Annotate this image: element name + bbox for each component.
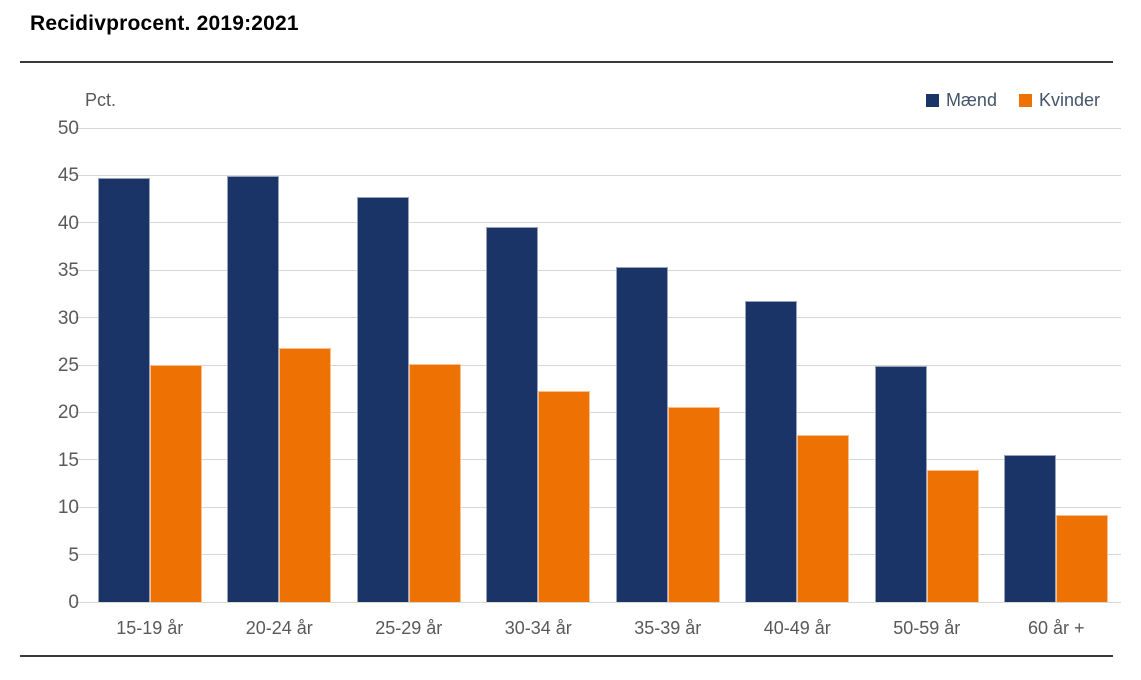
bar-maend-4 <box>486 226 539 602</box>
bottom-rule <box>20 655 1113 657</box>
bar-maend-1 <box>97 178 150 602</box>
chart-title: Recidivprocent. 2019:2021 <box>30 12 299 35</box>
bar-maend-2 <box>227 176 280 602</box>
x-tick-label-7: 50-59 år <box>893 618 961 638</box>
y-tick-label-50: 50 <box>57 118 79 139</box>
bar-kvinder-6 <box>797 435 850 602</box>
x-tick-label-4: 30-34 år <box>504 618 572 638</box>
x-tick-label-6: 40-49 år <box>763 618 831 638</box>
bar-kvinder-1 <box>149 365 202 602</box>
bar-maend-8 <box>1004 455 1057 602</box>
gridline-25 <box>75 364 1121 366</box>
bar-kvinder-7 <box>926 470 979 602</box>
bar-kvinder-5 <box>667 406 720 602</box>
x-tick-label-1: 15-19 år <box>116 618 184 638</box>
gridline-50 <box>75 127 1121 129</box>
y-tick-label-35: 35 <box>57 260 79 282</box>
y-tick-label-45: 45 <box>57 165 79 187</box>
y-tick-label-15: 15 <box>57 449 79 471</box>
y-tick-label-0: 0 <box>68 592 79 613</box>
gridline-30 <box>75 317 1121 319</box>
bar-kvinder-2 <box>279 347 332 602</box>
plot-area: 0 5 10 15 20 25 30 35 40 45 50 <box>58 119 1121 612</box>
gridline-10 <box>75 506 1121 508</box>
legend-item-kvinder: Kvinder <box>1018 90 1100 111</box>
legend: Mænd Kvinder <box>925 90 1100 111</box>
legend-label-kvinder: Kvinder <box>1038 90 1100 110</box>
bar-kvinder-8 <box>1056 514 1109 602</box>
y-tick-label-5: 5 <box>68 544 79 566</box>
bar-maend-6 <box>745 301 798 602</box>
x-tick-label-8: 60 år + <box>1027 618 1085 638</box>
bar-maend-3 <box>356 197 409 602</box>
gridline-35 <box>75 269 1121 271</box>
x-axis-labels: 15-19 år 20-24 år 25-29 år 30-34 år 35-39 år… <box>85 618 1121 644</box>
y-tick-label-40: 40 <box>57 212 79 234</box>
y-axis-unit-label: Pct. <box>85 90 117 110</box>
legend-label-maend: Mænd <box>945 90 997 110</box>
top-rule <box>20 61 1113 63</box>
bar-maend-7 <box>874 365 927 602</box>
gridline-5 <box>75 554 1121 556</box>
gridline-20 <box>75 411 1121 413</box>
legend-item-maend: Mænd <box>925 90 997 111</box>
gridline-0 <box>75 601 1121 603</box>
x-tick-label-5: 35-39 år <box>634 618 702 638</box>
legend-swatch-kvinder-icon <box>1018 94 1032 107</box>
y-tick-label-25: 25 <box>57 355 79 376</box>
bar-kvinder-3 <box>408 364 461 602</box>
legend-swatch-maend-icon <box>925 94 939 107</box>
bar-maend-5 <box>615 267 668 602</box>
bar-kvinder-4 <box>538 390 591 602</box>
gridline-45 <box>75 174 1121 176</box>
x-tick-label-3: 25-29 år <box>375 618 443 638</box>
y-tick-label-10: 10 <box>57 497 79 519</box>
gridline-40 <box>75 222 1121 224</box>
y-tick-label-20: 20 <box>57 402 79 424</box>
x-tick-label-2: 20-24 år <box>245 618 313 638</box>
gridline-15 <box>75 459 1121 461</box>
y-tick-label-30: 30 <box>57 307 79 329</box>
